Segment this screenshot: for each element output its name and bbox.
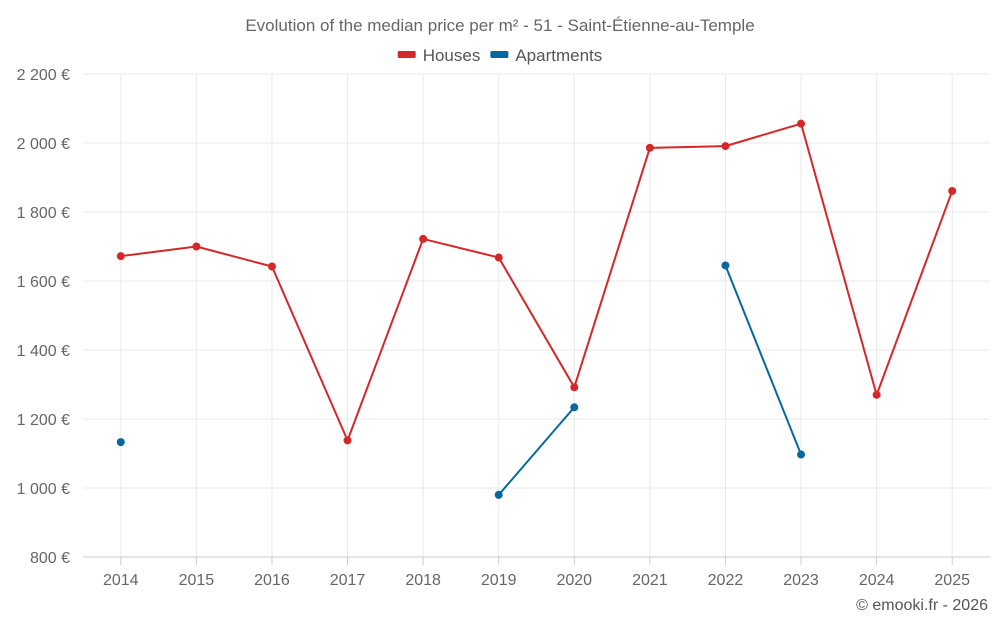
apartments-point-2019[interactable]	[494, 490, 503, 499]
y-tick-label: 2 000 €	[17, 136, 70, 153]
houses-point-2014[interactable]	[116, 252, 125, 261]
houses-point-2024[interactable]	[872, 390, 881, 399]
series-houses	[116, 119, 957, 445]
houses-line-segment	[800, 122, 878, 396]
houses-line-segment	[270, 265, 349, 442]
x-tick-label: 2025	[934, 572, 970, 589]
houses-point-2017[interactable]	[343, 436, 352, 445]
credit-text: © emooki.fr - 2026	[856, 597, 988, 614]
legend-item-apartments[interactable]: Apartments	[490, 46, 602, 65]
legend-swatch-houses	[397, 51, 416, 58]
apartments-point-2014[interactable]	[116, 438, 125, 447]
houses-line-segment	[724, 122, 803, 148]
x-tick-label: 2019	[481, 572, 517, 589]
apartments-point-2023[interactable]	[797, 450, 806, 459]
x-tick-label: 2017	[330, 572, 366, 589]
y-tick-label: 1 000 €	[17, 481, 70, 498]
houses-point-2016[interactable]	[267, 262, 276, 271]
series-apartments	[116, 261, 806, 499]
houses-line-segment	[119, 245, 198, 258]
apartments-line-segment	[497, 406, 576, 496]
y-tick-label: 800 €	[30, 550, 70, 567]
x-tick-label: 2023	[783, 572, 819, 589]
houses-point-2019[interactable]	[494, 253, 503, 262]
legend-label-apartments: Apartments	[515, 46, 602, 65]
x-tick-label: 2015	[179, 572, 215, 589]
y-axis: 800 € 1 000 € 1 200 € 1 400 € 1 600 € 1 800 €…	[17, 67, 70, 567]
houses-line-segment	[648, 145, 727, 149]
houses-line-segment	[497, 256, 576, 389]
x-axis: 2014 2015 2016 2017 2018 2019 2020 2021 2022 2023…	[103, 557, 970, 589]
houses-point-2015[interactable]	[192, 242, 201, 251]
apartments-line-segment	[724, 264, 803, 456]
x-tick-label: 2014	[103, 572, 139, 589]
houses-line-segment	[195, 245, 273, 268]
x-tick-label: 2021	[632, 572, 668, 589]
houses-line-segment	[573, 146, 651, 389]
houses-line-segment	[346, 237, 425, 442]
y-tick-label: 1 400 €	[17, 343, 70, 360]
series-group	[116, 119, 957, 499]
x-tick-label: 2018	[405, 572, 441, 589]
houses-point-2018[interactable]	[419, 234, 428, 243]
houses-point-2025[interactable]	[948, 186, 957, 195]
x-tick-label: 2016	[254, 572, 290, 589]
y-tick-label: 1 600 €	[17, 274, 70, 291]
x-tick-label: 2024	[859, 572, 895, 589]
x-tick-label: 2020	[556, 572, 592, 589]
legend: Houses Apartments	[397, 46, 602, 65]
houses-line-segment	[422, 237, 500, 259]
x-tick-label: 2022	[708, 572, 744, 589]
apartments-point-2022[interactable]	[721, 261, 730, 270]
houses-point-2020[interactable]	[570, 383, 579, 392]
y-tick-label: 1 200 €	[17, 412, 70, 429]
houses-point-2023[interactable]	[797, 119, 806, 128]
legend-swatch-apartments	[490, 51, 509, 58]
chart-title: Evolution of the median price per m² - 5…	[245, 16, 754, 35]
houses-point-2022[interactable]	[721, 142, 730, 151]
y-tick-label: 1 800 €	[17, 205, 70, 222]
apartments-point-2020[interactable]	[570, 403, 579, 412]
grid	[83, 73, 990, 558]
legend-label-houses: Houses	[423, 46, 481, 65]
houses-point-2021[interactable]	[645, 143, 654, 152]
y-tick-label: 2 200 €	[17, 67, 70, 84]
houses-line-segment	[875, 189, 954, 396]
legend-item-houses[interactable]: Houses	[397, 46, 481, 65]
